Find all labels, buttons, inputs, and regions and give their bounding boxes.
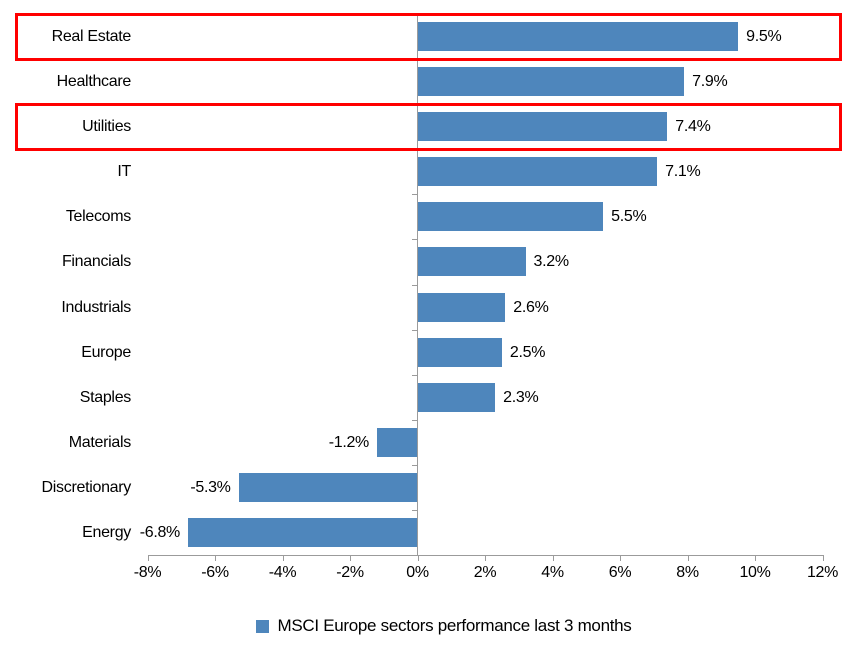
bar-industrials	[417, 292, 506, 322]
value-axis-tick	[552, 555, 554, 561]
category-label-utilities: Utilities	[82, 118, 131, 136]
category-label-healthcare: Healthcare	[56, 73, 132, 91]
value-axis-tick-label: 4%	[541, 564, 564, 581]
bar-financials	[417, 247, 526, 277]
category-axis-tick	[412, 329, 417, 331]
bar-it	[417, 157, 658, 187]
value-axis-tick-label: 10%	[739, 564, 771, 581]
category-label-energy: Energy	[82, 523, 131, 541]
bar-staples	[417, 382, 496, 412]
legend: MSCI Europe sectors performance last 3 m…	[0, 613, 852, 639]
category-axis-tick	[412, 464, 417, 466]
category-label-materials: Materials	[68, 433, 132, 451]
bar-telecoms	[417, 202, 604, 232]
value-label-materials: -1.2%	[328, 433, 370, 451]
category-axis-tick	[412, 419, 417, 421]
category-label-industrials: Industrials	[61, 298, 131, 316]
category-axis-tick	[412, 509, 417, 511]
value-axis-tick	[350, 555, 351, 561]
category-axis-tick	[412, 374, 417, 376]
highlight-box-utilities	[15, 103, 842, 152]
value-label-europe: 2.5%	[509, 343, 546, 361]
value-label-discretionary: -5.3%	[190, 478, 231, 496]
value-axis-tick	[417, 555, 419, 561]
category-axis-tick	[412, 239, 417, 241]
value-axis-tick-label: 6%	[608, 564, 632, 581]
bar-energy	[188, 517, 418, 547]
value-axis-tick-label: -8%	[133, 564, 162, 581]
value-label-staples: 2.3%	[503, 388, 539, 406]
value-label-financials: 3.2%	[533, 253, 570, 271]
value-label-real-estate: 9.5%	[746, 28, 782, 46]
value-label-utilities: 7.4%	[675, 118, 711, 136]
value-axis-tick	[282, 555, 284, 561]
category-axis-line	[417, 14, 418, 555]
category-label-financials: Financials	[61, 253, 131, 271]
value-axis-tick-label: 0%	[406, 564, 429, 581]
value-axis-tick	[147, 555, 149, 561]
legend-label: MSCI Europe sectors performance last 3 m…	[277, 616, 632, 635]
highlight-box-real-estate	[15, 13, 842, 62]
bar-healthcare	[417, 67, 685, 97]
category-axis-tick	[412, 194, 417, 196]
value-axis-tick	[215, 555, 216, 561]
category-axis-tick	[412, 284, 417, 286]
value-axis-tick-label: -4%	[268, 564, 297, 581]
bar-utilities	[417, 112, 668, 142]
category-label-europe: Europe	[81, 343, 131, 361]
category-label-discretionary: Discretionary	[41, 478, 132, 496]
category-label-it: IT	[117, 163, 131, 181]
bar-discretionary	[238, 472, 418, 502]
value-axis-tick-label: 8%	[676, 564, 699, 581]
value-label-it: 7.1%	[665, 163, 701, 181]
value-axis-tick	[822, 555, 824, 561]
value-axis-tick-label: -2%	[336, 564, 364, 581]
value-axis-tick	[687, 555, 689, 561]
value-label-energy: -6.8%	[139, 523, 181, 541]
value-axis-tick	[755, 555, 756, 561]
bar-real-estate	[417, 22, 739, 52]
value-label-industrials: 2.6%	[513, 298, 549, 316]
value-axis-tick	[485, 555, 486, 561]
bar-europe	[417, 337, 502, 367]
value-label-healthcare: 7.9%	[692, 73, 728, 91]
value-axis-tick-label: 2%	[473, 564, 497, 581]
category-label-staples: Staples	[79, 388, 132, 406]
value-label-telecoms: 5.5%	[611, 208, 647, 226]
category-label-real-estate: Real Estate	[51, 28, 132, 45]
value-axis-tick-label: -6%	[201, 564, 229, 581]
legend-marker-square	[256, 619, 270, 633]
value-axis-tick	[620, 555, 621, 561]
category-label-telecoms: Telecoms	[65, 208, 131, 226]
value-axis-tick-label: 12%	[806, 564, 839, 581]
bar-materials	[377, 427, 418, 457]
